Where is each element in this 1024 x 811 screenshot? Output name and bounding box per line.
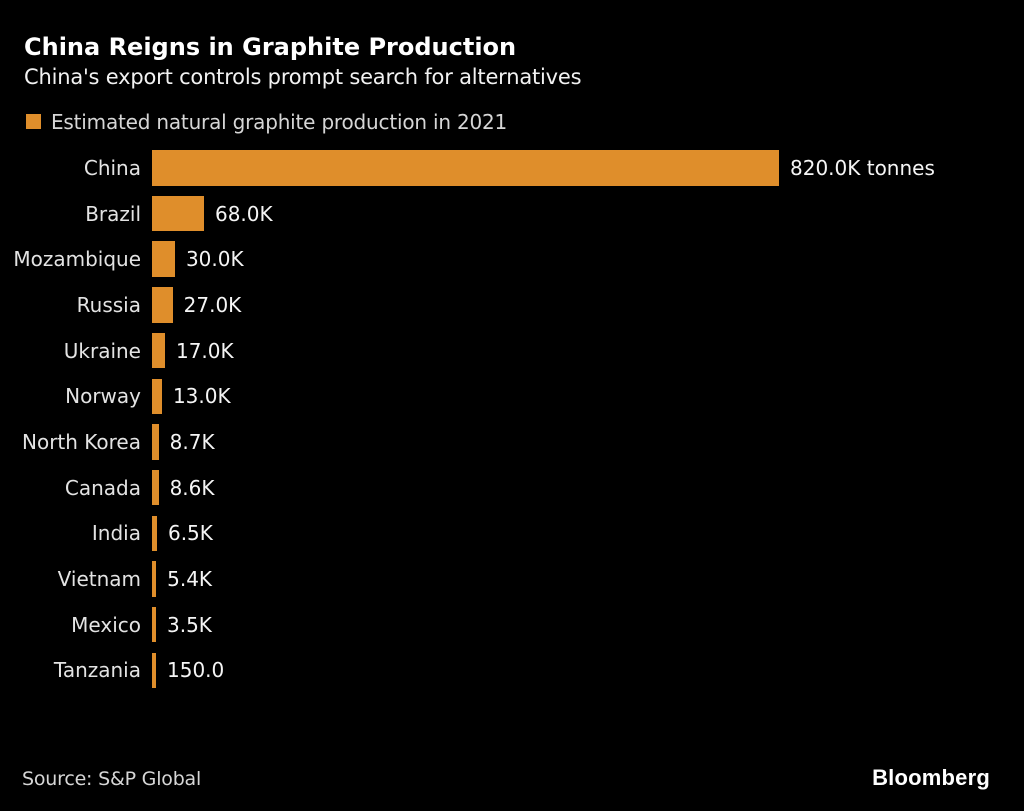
category-label: India xyxy=(91,521,141,546)
value-label: 8.6K xyxy=(169,475,215,500)
category-label: Russia xyxy=(76,292,141,317)
chart-footer: Source: S&P Global Bloomberg xyxy=(0,765,1024,791)
bar-row: Brazil 68.0K xyxy=(0,191,1024,237)
bar xyxy=(152,424,159,460)
bar xyxy=(152,378,162,415)
category-label: Canada xyxy=(64,475,141,500)
value-label: 30.0K xyxy=(185,247,244,272)
legend-label: Estimated natural graphite production in… xyxy=(51,109,508,134)
category-label: China xyxy=(83,155,141,180)
category-label: Tanzania xyxy=(53,658,141,683)
bloomberg-logo: Bloomberg xyxy=(872,765,990,790)
bar-row: Russia 27.0K xyxy=(0,282,1024,328)
value-label: 3.5K xyxy=(167,612,212,637)
bar-row: Norway 13.0K xyxy=(0,373,1024,419)
bar xyxy=(152,561,157,597)
legend: Estimated natural graphite production in… xyxy=(26,110,1024,134)
bar-row: Mozambique 30.0K xyxy=(0,236,1024,282)
bar xyxy=(152,515,157,552)
value-label: 5.4K xyxy=(167,567,213,592)
value-label: 820.0K tonnes xyxy=(790,155,935,180)
bar-row: Ukraine 17.0K xyxy=(0,328,1024,374)
bar xyxy=(152,606,156,643)
bar-row: Tanzania 150.0 xyxy=(0,648,1024,694)
category-label: Norway xyxy=(65,384,141,409)
legend-swatch-icon xyxy=(26,114,41,130)
bar xyxy=(152,287,173,323)
value-label: 13.0K xyxy=(172,384,231,409)
bar-row: Canada 8.6K xyxy=(0,465,1024,511)
bar xyxy=(152,332,165,369)
value-label: 17.0K xyxy=(175,338,234,363)
chart-subtitle: China's export controls prompt search fo… xyxy=(24,65,582,90)
bar xyxy=(152,195,204,232)
value-label: 68.0K xyxy=(214,201,273,226)
chart-header: China Reigns in Graphite Production Chin… xyxy=(0,0,1024,91)
value-label: 27.0K xyxy=(183,292,242,317)
bar-row: North Korea 8.7K xyxy=(0,419,1024,465)
bar-row: Vietnam 5.4K xyxy=(0,556,1024,602)
bar xyxy=(152,652,156,689)
chart-title: China Reigns in Graphite Production xyxy=(24,33,517,61)
bar xyxy=(152,469,159,506)
bar-row: China 820.0K tonnes xyxy=(0,145,1024,191)
category-label: Vietnam xyxy=(57,567,141,592)
value-label: 150.0 xyxy=(167,658,225,683)
category-label: Mexico xyxy=(71,612,141,637)
bar-row: India 6.5K xyxy=(0,511,1024,557)
bar xyxy=(152,150,779,186)
category-label: Mozambique xyxy=(13,247,141,272)
category-label: Ukraine xyxy=(63,338,141,363)
bar-row: Mexico 3.5K xyxy=(0,602,1024,648)
source-label: Source: S&P Global xyxy=(22,768,202,790)
category-label: Brazil xyxy=(85,201,141,226)
value-label: 6.5K xyxy=(167,521,213,546)
bar xyxy=(152,241,175,277)
bar-chart: China 820.0K tonnes Brazil 68.0K Mozambi… xyxy=(0,145,1024,693)
value-label: 8.7K xyxy=(169,429,215,454)
category-label: North Korea xyxy=(22,429,141,454)
